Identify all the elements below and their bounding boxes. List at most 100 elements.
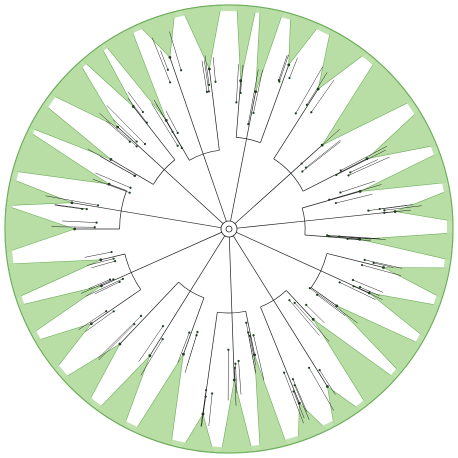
leaf-branch [306, 304, 325, 324]
tree-node [128, 191, 131, 194]
tree-node [176, 144, 179, 147]
tree-node [205, 90, 209, 93]
leaf-branch [373, 262, 394, 268]
tree-node [328, 198, 331, 201]
leaf-branch [278, 55, 288, 81]
tree-node [248, 334, 251, 337]
tree-arc [152, 159, 176, 185]
collapsed-clade-wedge [4, 205, 76, 253]
tree-branch [131, 231, 222, 273]
leaf-branch [289, 58, 298, 79]
tree-branch [183, 297, 205, 355]
leaf-branch [201, 60, 208, 92]
tree-node [176, 131, 179, 135]
leaf-branch [165, 110, 178, 134]
tree-node [110, 250, 113, 254]
leaf-branch [208, 393, 213, 427]
tree-node [112, 278, 115, 281]
leaf-branch [279, 54, 289, 82]
leaf-branch [246, 322, 256, 373]
tree-node [339, 191, 342, 194]
leaf-branch [294, 302, 330, 342]
tree-branch [121, 210, 222, 229]
tree-branch [286, 290, 314, 320]
leaf-branch [51, 226, 95, 228]
tree-branch [189, 235, 226, 292]
leaf-branch [151, 103, 178, 146]
tree-branch [91, 289, 141, 324]
leaf-branch [62, 220, 97, 223]
tree-branch [304, 234, 360, 240]
leaf-branch [127, 91, 144, 113]
leaf-branch [253, 335, 265, 380]
leaf-branch [85, 278, 123, 297]
tree-branch [302, 191, 361, 209]
leaf-branch [340, 145, 388, 171]
tree-node [180, 69, 183, 72]
tree-node [252, 111, 255, 115]
tree-branch [230, 138, 247, 222]
tree-branch [246, 91, 257, 139]
rim-band [5, 5, 453, 453]
collapsed-clade-wedge [62, 343, 121, 404]
tree-branch [133, 106, 176, 161]
tree-arc [236, 137, 261, 144]
tree-node [171, 130, 174, 133]
tree-branch [108, 183, 127, 192]
tree-node [118, 280, 121, 284]
leaf-branch [317, 294, 346, 316]
tree-node [121, 277, 124, 280]
leaf-branch [353, 286, 383, 300]
tree-branch [71, 202, 122, 212]
tree-node [112, 257, 115, 260]
leaf-branch [384, 205, 422, 211]
leaf-branch [169, 31, 182, 71]
tree-node [327, 235, 331, 238]
tree-node [291, 378, 295, 381]
leaf-branch [94, 281, 120, 295]
tree-branch [119, 281, 179, 345]
tree-node [85, 207, 88, 211]
leaf-branch [319, 369, 336, 395]
tree-node [145, 121, 148, 124]
leaf-branch [87, 148, 136, 177]
tree-node [382, 266, 385, 269]
tree-branch [101, 272, 132, 287]
leaf-branch [327, 235, 380, 239]
tree-node [211, 392, 214, 395]
leaf-branch [249, 335, 256, 365]
leaf-branch [302, 141, 341, 172]
tree-node [133, 323, 136, 326]
tree-branch [273, 88, 319, 160]
root-node [220, 220, 238, 238]
tree-branch [235, 80, 242, 138]
leaf-branch [98, 324, 135, 361]
tree-node [245, 321, 248, 324]
leaf-branch [204, 60, 210, 92]
collapsed-clade-wedge [254, 354, 288, 452]
tree-node [134, 174, 137, 177]
tree-node [135, 140, 138, 143]
tree-arc [119, 190, 127, 230]
tree-node [99, 258, 103, 262]
tree-node [349, 171, 352, 174]
tree-branch [228, 236, 233, 313]
tree-node [207, 90, 210, 93]
leaf-branch [329, 184, 382, 200]
tree-node [168, 81, 172, 84]
tree-branch [310, 287, 337, 307]
tree-branch [164, 169, 224, 224]
tree-node [204, 388, 208, 392]
tree-arc [301, 207, 306, 236]
collapsed-clade-wedge [236, 4, 257, 81]
leaf-branch [55, 204, 83, 210]
tree-node [254, 90, 258, 94]
leaf-branch [106, 120, 130, 142]
tree-node [308, 287, 311, 290]
tree-node [305, 303, 308, 306]
leaf-branch [204, 55, 210, 85]
tree-node [166, 68, 170, 71]
tree-node [326, 234, 329, 237]
